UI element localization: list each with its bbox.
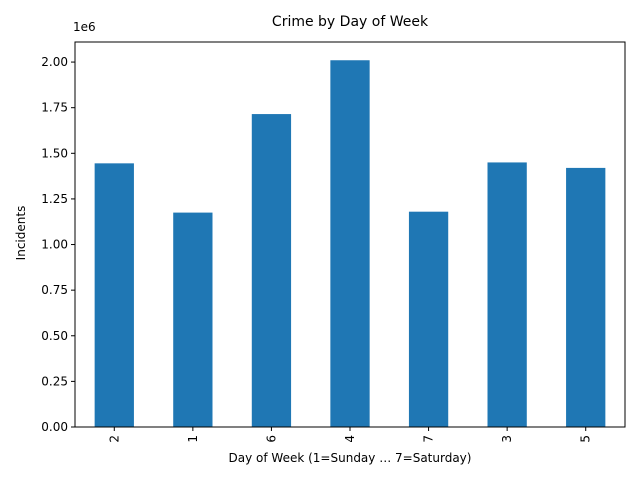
- bar-day-4: [330, 60, 370, 427]
- bar-day-6: [251, 114, 292, 427]
- x-tick-label: 7: [422, 435, 436, 443]
- chart-title: Crime by Day of Week: [272, 14, 429, 30]
- y-tick-label: 2.00: [41, 55, 68, 69]
- y-tick-label: 1.00: [41, 238, 68, 252]
- bar-day-5: [566, 167, 606, 427]
- y-tick-label: 0.50: [41, 329, 68, 343]
- y-tick-label: 0.00: [41, 420, 68, 434]
- bar-day-1: [173, 212, 213, 427]
- x-tick-label: 6: [264, 435, 278, 443]
- y-axis-ticks: 0.00 0.25 0.50 0.75 1.00 1.25 1.50 1.75 2.00: [41, 55, 75, 434]
- y-tick-label: 1.75: [41, 101, 68, 115]
- x-axis-ticks: 2 1 6 4 7 3 5: [107, 427, 593, 443]
- x-tick-label: 2: [107, 435, 121, 443]
- y-tick-label: 1.25: [41, 192, 68, 206]
- y-axis-offset-label: 1e6: [73, 20, 96, 34]
- x-tick-label: 3: [500, 435, 514, 443]
- x-tick-label: 1: [186, 435, 200, 443]
- x-axis-label: Day of Week (1=Sunday … 7=Saturday): [229, 451, 472, 465]
- bar-day-3: [487, 162, 527, 427]
- bar-day-7: [408, 211, 449, 427]
- y-tick-label: 0.25: [41, 374, 68, 388]
- plot-frame: [74, 41, 626, 428]
- y-tick-label: 0.75: [41, 283, 68, 297]
- x-tick-label: 5: [579, 435, 593, 443]
- y-axis-label: Incidents: [14, 206, 28, 261]
- bars: [94, 60, 606, 427]
- x-tick-label: 4: [343, 435, 357, 443]
- bar-day-2: [94, 163, 134, 427]
- y-tick-label: 1.50: [41, 146, 68, 160]
